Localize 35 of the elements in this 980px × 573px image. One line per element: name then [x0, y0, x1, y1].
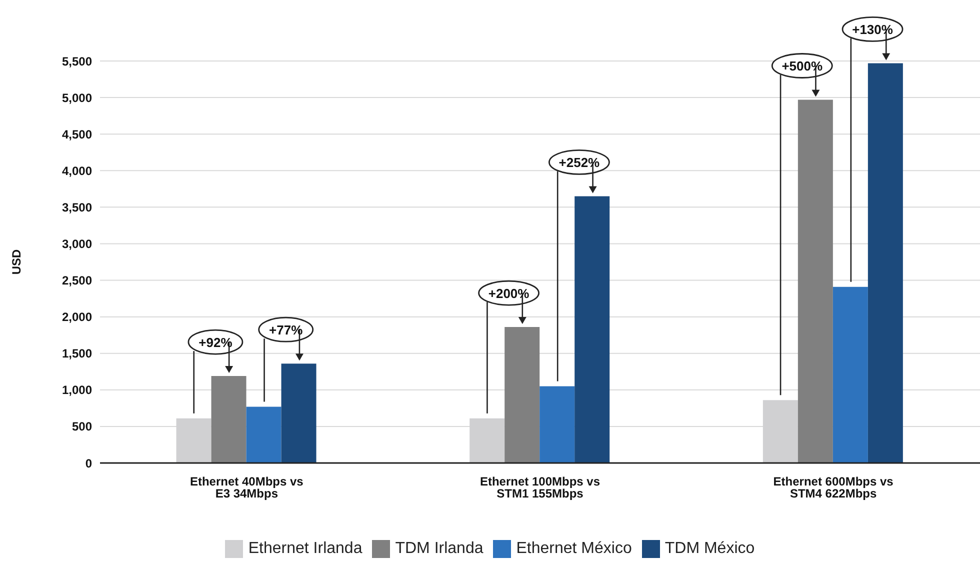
legend-label: Ethernet Irlanda: [248, 540, 362, 558]
bar: [868, 63, 903, 463]
y-tick-label: 2,000: [62, 310, 92, 324]
x-tick-label: Ethernet 40Mbps vs E3 34Mbps: [190, 474, 304, 501]
y-tick-label: 1,000: [62, 383, 92, 398]
bar: [246, 406, 282, 463]
bar: [832, 286, 868, 463]
y-tick-label: 2,500: [62, 274, 92, 288]
annotation: +77%: [269, 322, 304, 338]
y-tick-label: 1,500: [62, 346, 92, 361]
bar: [540, 386, 575, 463]
x-tick-label: Ethernet 600Mbps vs STM4 622Mbps: [773, 474, 894, 501]
legend-label: Ethernet México: [516, 540, 632, 558]
bar: [574, 196, 610, 463]
legend-label: TDM Irlanda: [395, 540, 484, 558]
y-tick-label: 5,000: [62, 90, 92, 105]
bar: [211, 376, 246, 463]
legend-label: TDM México: [664, 540, 755, 558]
y-axis-title: USD: [9, 249, 24, 275]
y-tick-label: 3,500: [62, 200, 92, 214]
x-tick-label: Ethernet 100Mbps vs STM1 155Mbps: [480, 474, 600, 501]
text: +130%: [852, 22, 894, 38]
y-tick-label: 3,000: [62, 236, 92, 251]
annotation: +200%: [488, 286, 530, 302]
y-tick-label: 4,000: [62, 164, 92, 178]
y-tick-label: 4,500: [62, 127, 92, 142]
y-tick-label: 5,500: [62, 54, 92, 68]
bar: [798, 100, 833, 463]
annotation: +252%: [558, 155, 600, 170]
y-tick-label: 0: [85, 456, 92, 470]
annotation: +500%: [782, 58, 823, 74]
annotation: +92%: [198, 335, 233, 350]
y-tick-label: 500: [72, 420, 92, 434]
bar: [281, 364, 316, 463]
bar: [504, 327, 540, 463]
